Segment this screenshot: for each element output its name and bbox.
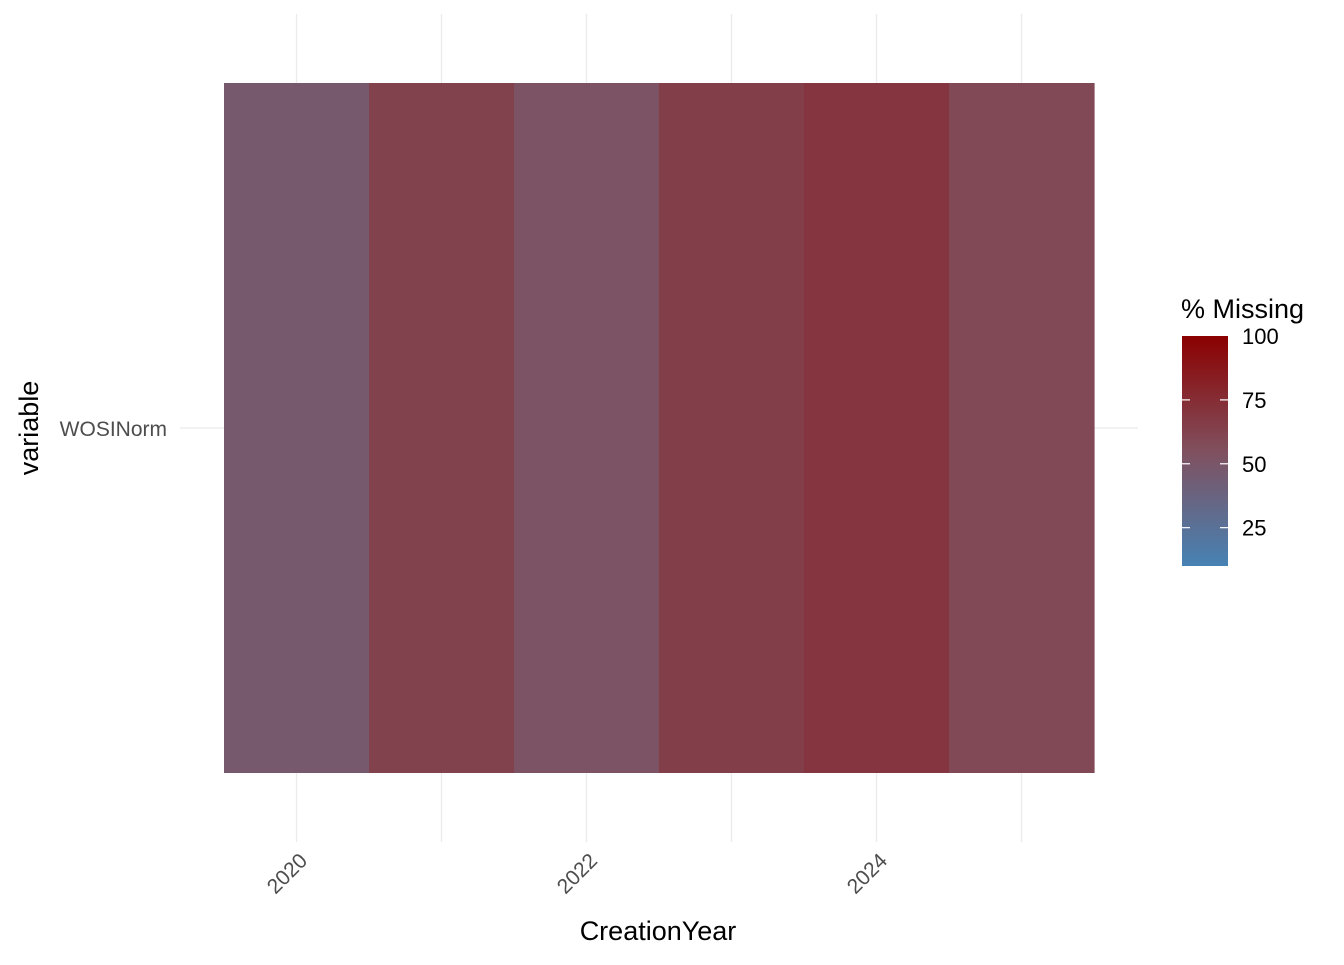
tile-layer: [224, 83, 1095, 773]
heatmap-tile: [224, 83, 370, 773]
heatmap-tile: [949, 83, 1095, 773]
heatmap-tile: [369, 83, 515, 773]
legend-tick-label: 75: [1242, 388, 1266, 413]
x-axis-title: CreationYear: [580, 916, 737, 946]
x-tick-label: 2020: [263, 849, 312, 898]
legend-tick-label: 100: [1242, 324, 1279, 349]
legend-tick-label: 50: [1242, 452, 1266, 477]
legend-ticks: 25 50 75 100: [1182, 324, 1279, 541]
legend-colorbar: [1182, 336, 1228, 566]
legend-tick-label: 25: [1242, 516, 1266, 541]
heatmap-tile: [514, 83, 660, 773]
x-tick-label: 2022: [553, 849, 602, 898]
heatmap-tile: [804, 83, 950, 773]
legend: % Missing 25 50 75 100: [1181, 294, 1304, 566]
legend-title: % Missing: [1181, 294, 1304, 324]
y-axis-title: variable: [14, 381, 44, 476]
y-tick-label: WOSINorm: [60, 418, 167, 441]
x-tick-label: 2024: [843, 849, 893, 899]
heatmap-tile: [659, 83, 805, 773]
